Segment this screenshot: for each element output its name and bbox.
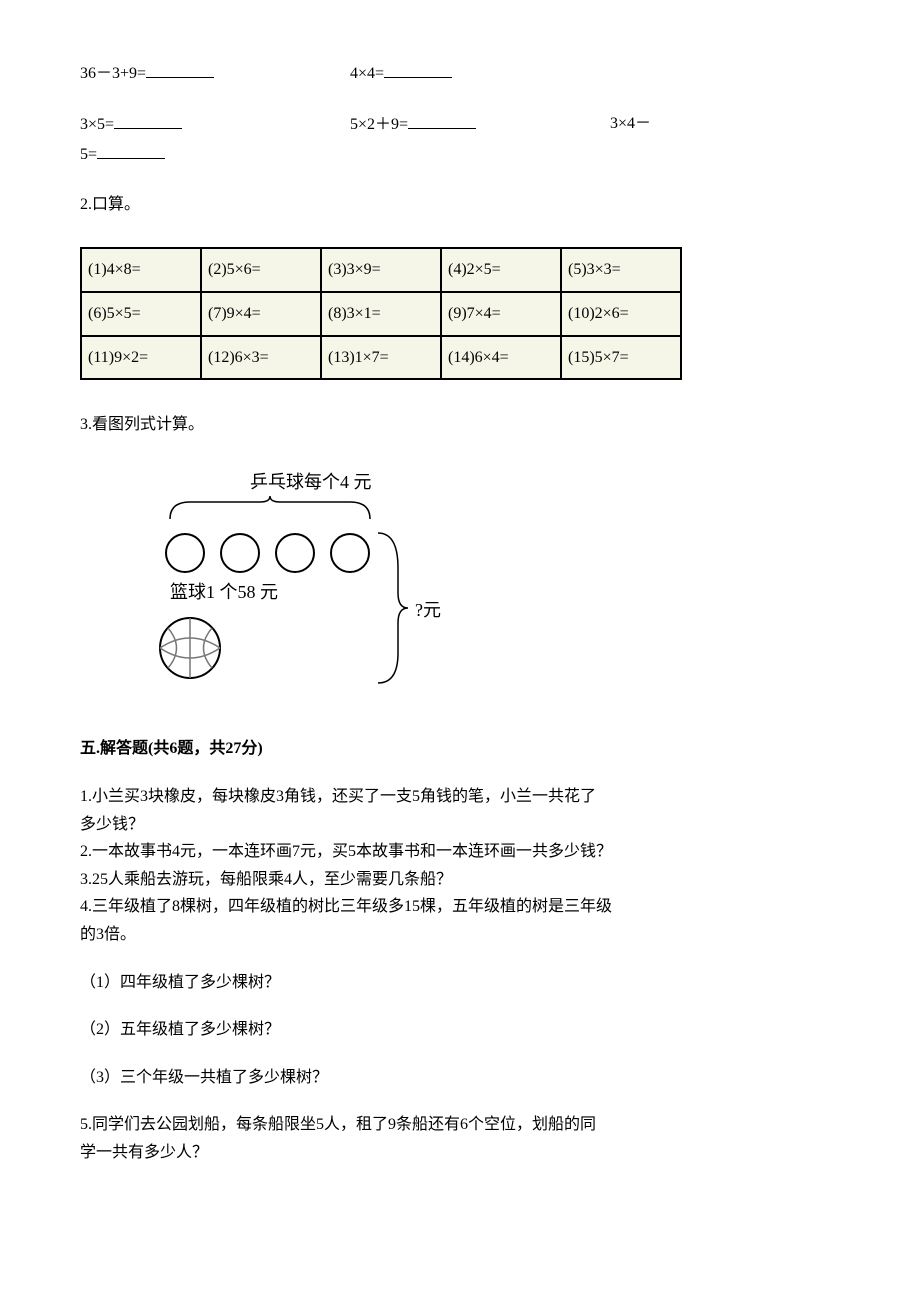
table-row: (1)4×8= (2)5×6= (3)3×9= (4)2×5= (5)3×3= <box>81 248 681 292</box>
cell: (1)4×8= <box>81 248 201 292</box>
blank <box>384 60 452 78</box>
eq-5x2-9: 5×2＋9= <box>350 111 610 138</box>
blank <box>408 111 476 129</box>
top-label: 乒乓球每个4 元 <box>250 472 372 492</box>
q3: 3.25人乘船去游玩，每船限乘4人，至少需要几条船？ <box>80 867 840 893</box>
table-row: (11)9×2= (12)6×3= (13)1×7= (14)6×4= (15)… <box>81 336 681 380</box>
top-brace <box>170 496 370 519</box>
cell: (11)9×2= <box>81 336 201 380</box>
eq-4x4: 4×4= <box>350 60 452 87</box>
equations-row-2: 3×5= 5×2＋9= 3×4－ 5= <box>80 111 840 168</box>
eq-3x5: 3×5= <box>80 111 350 138</box>
cell: (5)3×3= <box>561 248 681 292</box>
blank <box>97 141 165 159</box>
q5-line1: 5.同学们去公园划船，每条船限坐5人，租了9条船还有6个空位，划船的同 <box>80 1112 840 1138</box>
eq-3x4-5-prefix: 3×4－ <box>610 111 840 138</box>
q4-sub3: （3）三个年级一共植了多少棵树？ <box>80 1065 840 1091</box>
cell: (7)9×4= <box>201 292 321 336</box>
eq-text: 3×5= <box>80 112 114 138</box>
cell: (14)6×4= <box>441 336 561 380</box>
cell: (8)3×1= <box>321 292 441 336</box>
eq-text: 3×4－ <box>610 111 651 137</box>
q4-line2: 的3倍。 <box>80 922 840 948</box>
eq-36-3-9: 36－3+9= <box>80 60 350 87</box>
pingpong-ball-1 <box>166 534 204 572</box>
cell: (10)2×6= <box>561 292 681 336</box>
section-5-heading: 五.解答题(共6题，共27分) <box>80 736 840 762</box>
equations-row-1: 36－3+9= 4×4= <box>80 60 840 87</box>
eq-text: 4×4= <box>350 61 384 87</box>
table-row: (6)5×5= (7)9×4= (8)3×1= (9)7×4= (10)2×6= <box>81 292 681 336</box>
blank <box>114 111 182 129</box>
q4-sub2: （2）五年级植了多少棵树？ <box>80 1017 840 1043</box>
basketball-icon <box>160 618 220 678</box>
cell: (15)5×7= <box>561 336 681 380</box>
cell: (4)2×5= <box>441 248 561 292</box>
eq-text: 36－3+9= <box>80 61 146 87</box>
right-brace <box>378 533 408 683</box>
diagram-svg: 乒乓球每个4 元 篮球1 个58 元 ?元 <box>140 468 480 698</box>
cell: (9)7×4= <box>441 292 561 336</box>
cell: (13)1×7= <box>321 336 441 380</box>
problem-diagram: 乒乓球每个4 元 篮球1 个58 元 ?元 <box>140 468 840 707</box>
pingpong-ball-3 <box>276 534 314 572</box>
oral-math-table: (1)4×8= (2)5×6= (3)3×9= (4)2×5= (5)3×3= … <box>80 247 682 380</box>
cell: (2)5×6= <box>201 248 321 292</box>
pingpong-ball-4 <box>331 534 369 572</box>
q4-sub1: （1）四年级植了多少棵树？ <box>80 970 840 996</box>
blank <box>146 60 214 78</box>
q1-line1: 1.小兰买3块橡皮，每块橡皮3角钱，还买了一支5角钱的笔，小兰一共花了 <box>80 784 840 810</box>
table-body: (1)4×8= (2)5×6= (3)3×9= (4)2×5= (5)3×3= … <box>81 248 681 379</box>
q1-line2: 多少钱？ <box>80 812 840 838</box>
heading-2-oral: 2.口算。 <box>80 192 840 218</box>
heading-3-picture: 3.看图列式计算。 <box>80 412 840 438</box>
question-label: ?元 <box>415 600 441 620</box>
eq-text: 5×2＋9= <box>350 112 408 138</box>
cell: (12)6×3= <box>201 336 321 380</box>
cell: (3)3×9= <box>321 248 441 292</box>
q2: 2.一本故事书4元，一本连环画7元，买5本故事书和一本连环画一共多少钱？ <box>80 839 840 865</box>
basketball-label: 篮球1 个58 元 <box>170 582 278 602</box>
q4-line1: 4.三年级植了8棵树，四年级植的树比三年级多15棵，五年级植的树是三年级 <box>80 894 840 920</box>
eq-3x4-5-suffix: 5= <box>80 141 840 168</box>
eq-text: 5= <box>80 142 97 168</box>
pingpong-ball-2 <box>221 534 259 572</box>
q5-line2: 学一共有多少人？ <box>80 1140 840 1166</box>
cell: (6)5×5= <box>81 292 201 336</box>
